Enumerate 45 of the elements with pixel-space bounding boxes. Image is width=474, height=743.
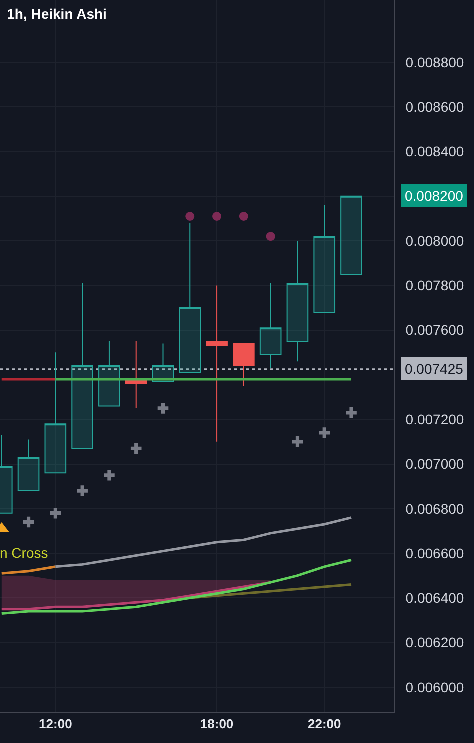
y-tick-label: 0.007600 <box>406 322 464 338</box>
y-tick-label: 0.008200 <box>405 188 464 204</box>
candlestick <box>98 340 120 407</box>
candlestick <box>179 222 202 374</box>
y-tick-label: 0.006000 <box>406 679 464 696</box>
y-tick-label: 0.006600 <box>406 545 464 562</box>
y-tick-label: 0.007200 <box>406 412 464 428</box>
y-tick-label: 0.008600 <box>406 99 464 116</box>
point <box>77 486 88 496</box>
text: 1h, Heikin Ashi <box>7 6 107 22</box>
point <box>23 516 34 528</box>
ref-line-label: 0.007425 <box>405 361 464 377</box>
point <box>158 403 169 414</box>
point <box>346 408 357 418</box>
x-tick-label: 12:00 <box>39 716 72 732</box>
point <box>130 443 142 454</box>
line-series <box>0 558 353 616</box>
candlestick <box>314 204 336 313</box>
y-tick-label: 0.008800 <box>406 54 464 70</box>
y-tick-label: 0.006200 <box>406 634 464 651</box>
point <box>186 212 195 221</box>
candlestick <box>44 352 67 474</box>
point <box>266 232 276 242</box>
line-series <box>54 516 353 568</box>
point <box>319 428 330 438</box>
candlestick <box>286 240 309 362</box>
point <box>239 212 248 221</box>
y-tick-label: 0.007800 <box>406 278 464 294</box>
x-tick-label: 18:00 <box>200 716 234 732</box>
candlestick <box>233 343 255 387</box>
y-tick-label: 0.008000 <box>406 232 464 249</box>
y-tick-label: 0.007000 <box>406 456 464 472</box>
candlestick <box>260 282 282 369</box>
y-tick-label: 0.006400 <box>406 590 464 606</box>
point <box>292 436 304 448</box>
candlestick <box>18 439 40 492</box>
x-tick-label: 22:00 <box>308 716 342 732</box>
candlestick <box>72 282 94 450</box>
y-tick-label: 0.006800 <box>406 500 464 517</box>
candlestick <box>206 285 228 442</box>
y-tick-label: 0.008400 <box>406 144 464 160</box>
point <box>104 470 115 481</box>
point <box>212 212 222 221</box>
point <box>50 508 62 519</box>
candlestick <box>340 196 362 276</box>
